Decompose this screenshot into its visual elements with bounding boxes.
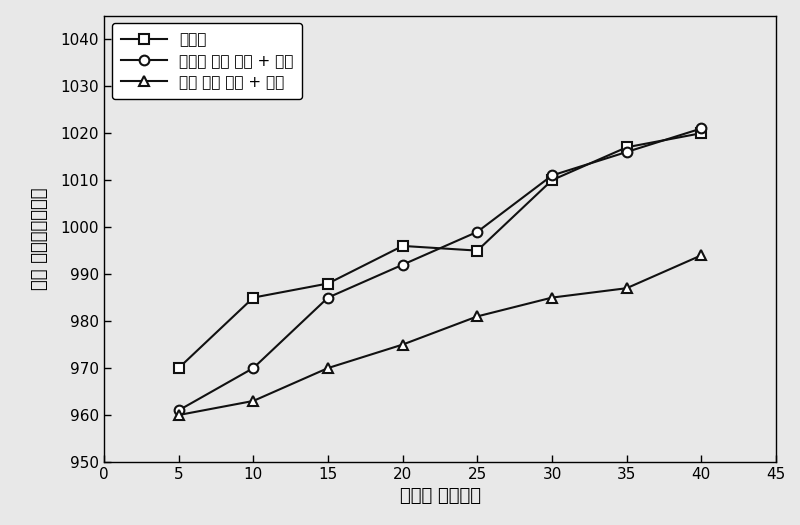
未经表 面预 处理 + 涂层: [323, 295, 333, 301]
经表 面预 处理 + 涂层: [249, 398, 258, 404]
未经表 面预 处理 + 涂层: [622, 149, 631, 155]
Line: 未经表 面预 处理 + 涂层: 未经表 面预 处理 + 涂层: [174, 123, 706, 415]
未经表 面预 处理 + 涂层: [249, 365, 258, 371]
Legend: 无涂层, 未经表 面预 处理 + 涂层, 经表 面预 处理 + 涂层: 无涂层, 未经表 面预 处理 + 涂层, 经表 面预 处理 + 涂层: [112, 24, 302, 99]
无涂层: [697, 130, 706, 136]
未经表 面预 处理 + 涂层: [174, 407, 183, 414]
Line: 经表 面预 处理 + 涂层: 经表 面预 处理 + 涂层: [174, 250, 706, 420]
无涂层: [323, 280, 333, 287]
经表 面预 处理 + 涂层: [398, 341, 407, 348]
未经表 面预 处理 + 涂层: [473, 229, 482, 235]
经表 面预 处理 + 涂层: [174, 412, 183, 418]
无涂层: [398, 243, 407, 249]
经表 面预 处理 + 涂层: [547, 295, 557, 301]
X-axis label: 运行时 间（天）: 运行时 间（天）: [399, 487, 481, 506]
无涂层: [249, 295, 258, 301]
经表 面预 处理 + 涂层: [622, 285, 631, 291]
经表 面预 处理 + 涂层: [323, 365, 333, 371]
未经表 面预 处理 + 涂层: [697, 125, 706, 132]
未经表 面预 处理 + 涂层: [547, 172, 557, 179]
无涂层: [547, 177, 557, 183]
经表 面预 处理 + 涂层: [473, 313, 482, 320]
无涂层: [473, 247, 482, 254]
无涂层: [622, 144, 631, 151]
无涂层: [174, 365, 183, 371]
Line: 无涂层: 无涂层: [174, 128, 706, 373]
经表 面预 处理 + 涂层: [697, 252, 706, 258]
Y-axis label: 管壁 温度（摄氏度）: 管壁 温度（摄氏度）: [31, 187, 50, 290]
未经表 面预 处理 + 涂层: [398, 261, 407, 268]
